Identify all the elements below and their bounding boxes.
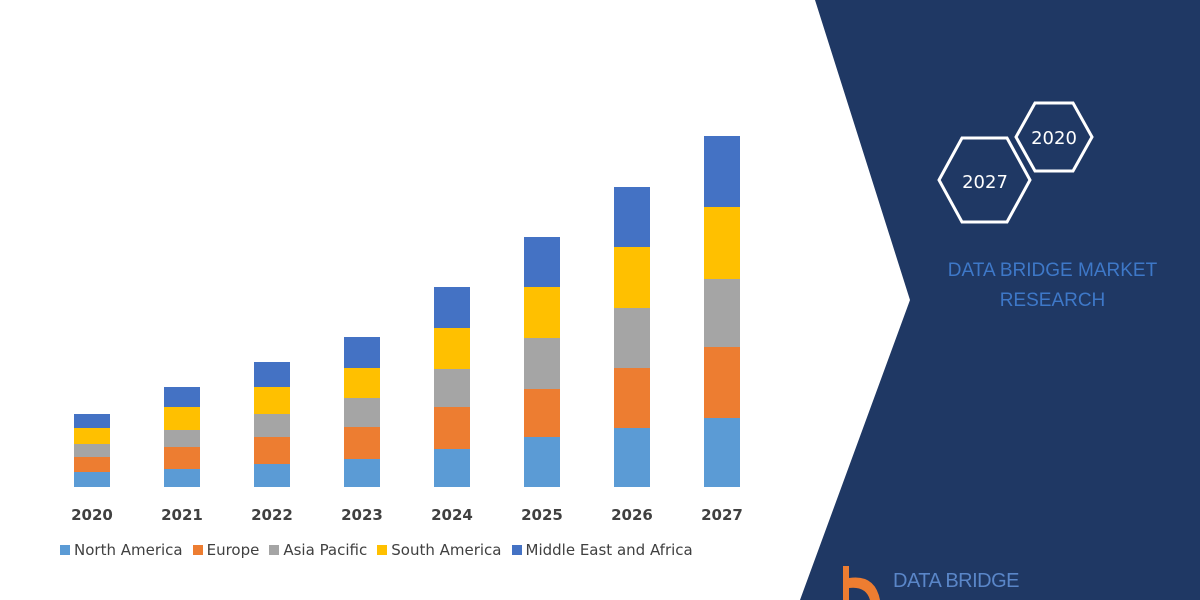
legend-item: Asia Pacific (269, 541, 367, 559)
bar-segment-2022-europe (254, 437, 290, 464)
legend-swatch (377, 545, 388, 555)
bar-segment-2022-south-america (254, 387, 290, 414)
bar-segment-2027-south-america (704, 207, 740, 279)
bar-segment-2021-north-america (164, 469, 200, 487)
bar-segment-2025-europe (524, 389, 560, 437)
legend-label: Middle East and Africa (525, 541, 693, 559)
bar-segment-2025-asia-pacific (524, 338, 560, 389)
legend-swatch (269, 545, 280, 555)
bar-segment-2020-europe (74, 457, 110, 472)
hexagon-2020-label: 2020 (1031, 128, 1077, 149)
x-tick-label: 2023 (341, 506, 383, 524)
bar-segment-2024-middle-east-and-africa (434, 287, 470, 328)
bar-segment-2022-asia-pacific (254, 414, 290, 437)
x-tick-label: 2024 (431, 506, 473, 524)
bar-segment-2020-north-america (74, 472, 110, 487)
bar-segment-2021-asia-pacific (164, 430, 200, 447)
bar-segment-2024-asia-pacific (434, 369, 470, 407)
legend-swatch (60, 545, 70, 555)
bar-segment-2025-middle-east-and-africa (524, 237, 560, 287)
bar-segment-2020-asia-pacific (74, 444, 110, 457)
legend-item: Europe (192, 541, 260, 559)
brand-line-2: RESEARCH (999, 290, 1106, 311)
logo-text: DATA BRIDGE (893, 570, 1020, 592)
legend-label: North America (74, 541, 183, 559)
brand-text: DATA BRIDGE MARKET RESEARCH (925, 256, 1180, 316)
bar-segment-2021-europe (164, 447, 200, 469)
legend-item: South America (377, 541, 502, 559)
hexagon-2027-label: 2027 (962, 172, 1008, 193)
x-tick-label: 2021 (161, 506, 203, 524)
x-tick-label: 2022 (251, 506, 293, 524)
bar-segment-2021-middle-east-and-africa (164, 387, 200, 407)
bar-segment-2023-north-america (344, 459, 380, 487)
bar-segment-2024-europe (434, 407, 470, 449)
bar-segment-2025-south-america (524, 287, 560, 338)
bar-segment-2020-middle-east-and-africa (74, 414, 110, 428)
bar-segment-2026-north-america (614, 428, 650, 487)
bar-segment-2027-asia-pacific (704, 279, 740, 347)
bar-segment-2024-south-america (434, 328, 470, 369)
brand-line-1: DATA BRIDGE MARKET (947, 260, 1158, 281)
hexagon-2020: 2020 (1014, 101, 1094, 173)
bar-segment-2022-middle-east-and-africa (254, 362, 290, 387)
bar-segment-2024-north-america (434, 449, 470, 487)
bar-segment-2022-north-america (254, 464, 290, 487)
bar-segment-2027-north-america (704, 418, 740, 487)
x-tick-label: 2026 (611, 506, 653, 524)
legend-label: Asia Pacific (283, 541, 368, 559)
legend-label: South America (391, 541, 502, 559)
legend-label: Europe (206, 541, 260, 559)
legend-item: North America (60, 541, 183, 559)
x-tick-label: 2025 (521, 506, 563, 524)
right-panel (800, 0, 1200, 600)
legend: North America Europe Asia Pacific South Ame… (60, 541, 693, 559)
bar-segment-2023-europe (344, 427, 380, 459)
bar-segment-2021-south-america (164, 407, 200, 430)
logo-icon (843, 566, 880, 600)
bar-segment-2027-middle-east-and-africa (704, 136, 740, 207)
bar-segment-2026-asia-pacific (614, 308, 650, 368)
bar-segment-2023-asia-pacific (344, 398, 380, 427)
x-tick-label: 2027 (701, 506, 743, 524)
x-tick-label: 2020 (71, 506, 113, 524)
bar-segment-2020-south-america (74, 428, 110, 444)
bar-segment-2026-middle-east-and-africa (614, 187, 650, 247)
legend-item: Middle East and Africa (511, 541, 693, 559)
legend-swatch (511, 545, 522, 555)
bar-segment-2025-north-america (524, 437, 560, 487)
bar-segment-2023-south-america (344, 368, 380, 398)
bar-segment-2026-europe (614, 368, 650, 428)
stacked-bar-chart: 2020 2021 2022 2023 2024 2025 2026 2027 (71, 136, 743, 524)
legend-swatch (192, 545, 203, 555)
bar-segment-2023-middle-east-and-africa (344, 337, 380, 368)
bar-segment-2027-europe (704, 347, 740, 418)
bar-segment-2026-south-america (614, 247, 650, 308)
hexagon-2027: 2027 (937, 136, 1032, 224)
